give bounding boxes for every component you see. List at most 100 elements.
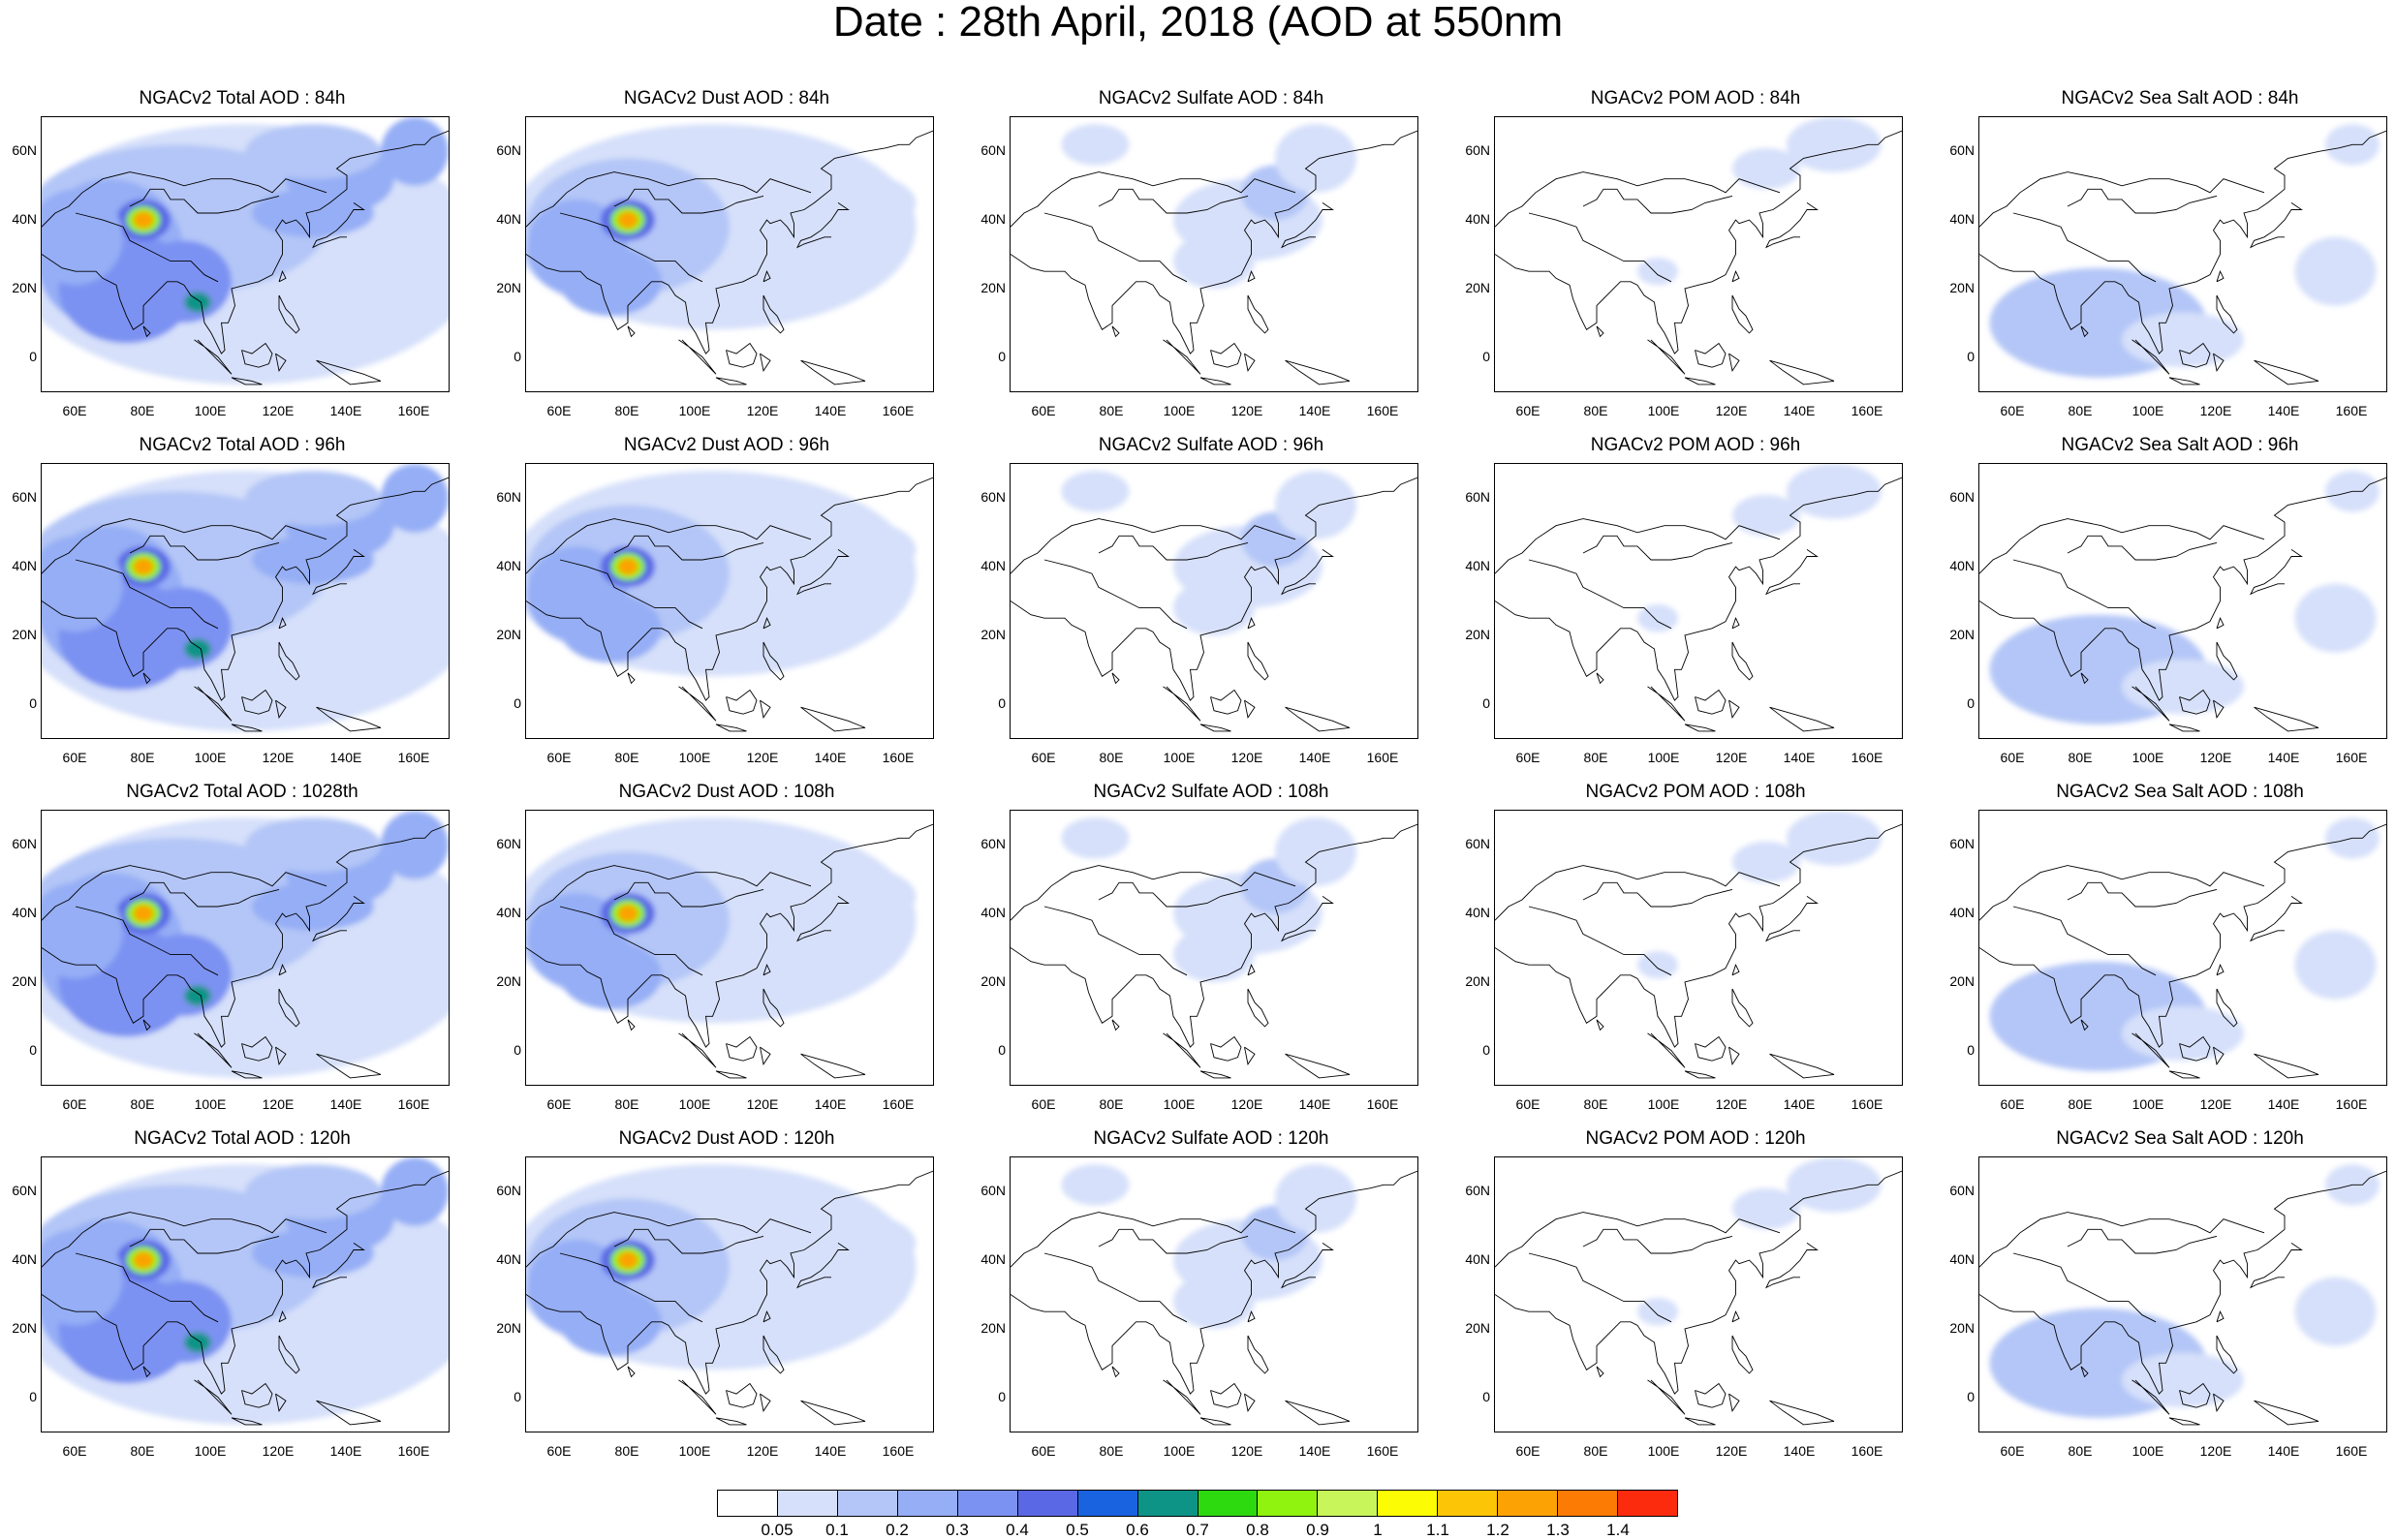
aod-field-patch [1275, 124, 1356, 193]
coastline [2080, 1019, 2089, 1032]
map-panel: NGACv2 Dust AOD : 96h 60N 40N 20N 0 60E 80E 100… [484, 434, 969, 781]
longitude-tick-label: 160E [2335, 1096, 2368, 1112]
latitude-tick-label: 0 [1482, 694, 1490, 711]
colorbar [717, 1490, 1678, 1517]
coastline [613, 188, 764, 214]
map-frame [41, 116, 450, 392]
longitude-tick-label: 140E [329, 750, 362, 765]
latitude-tick-label: 20N [1949, 972, 1975, 989]
colorbar-swatch [1077, 1491, 1138, 1516]
longitude-tick-label: 160E [1366, 1443, 1399, 1459]
coastline [1728, 353, 1740, 372]
coastline [194, 339, 233, 375]
aod-field-patch [133, 1251, 154, 1269]
longitude-tick-label: 80E [130, 750, 155, 765]
coastline [231, 1417, 263, 1426]
colorbar-swatch [1258, 1491, 1319, 1516]
aod-field-patch [560, 1287, 662, 1357]
coastline [627, 672, 636, 685]
colorbar-swatch [1498, 1491, 1559, 1516]
longitude-tick-label: 100E [1647, 1443, 1680, 1459]
longitude-tick-label: 100E [1163, 750, 1196, 765]
coastline [760, 1046, 771, 1065]
map-panel: NGACv2 Sulfate AOD : 120h 60N 40N 20N 0 60E 80… [969, 1127, 1453, 1474]
longitude-tick-label: 60E [1031, 750, 1056, 765]
coastline [1280, 202, 1334, 249]
coastline [275, 1393, 287, 1412]
coastline [526, 130, 933, 354]
coastline [1596, 325, 1604, 338]
latitude-tick-label: 20N [980, 279, 1006, 295]
coastline [1695, 1382, 1727, 1408]
longitude-tick-label: 120E [1715, 750, 1748, 765]
coastline [2168, 377, 2200, 385]
coastline [762, 988, 785, 1028]
longitude-tick-label: 140E [2267, 1096, 2300, 1112]
panel-title: NGACv2 Total AOD : 84h [139, 88, 346, 108]
coastline [1728, 1393, 1740, 1412]
longitude-tick-label: 160E [397, 750, 430, 765]
aod-field-patch [133, 905, 154, 922]
coastline [762, 1335, 785, 1374]
coastline [1247, 988, 1269, 1028]
map-svg [1979, 1164, 2386, 1426]
coastline [1247, 1310, 1256, 1323]
coastline [1011, 171, 1296, 228]
coastline [1011, 130, 1417, 354]
latitude-tick-label: 60N [12, 142, 37, 159]
coastline [1210, 1035, 1242, 1062]
coastline [1244, 1046, 1256, 1065]
coastline [278, 641, 300, 681]
longitude-tick-label: 160E [1366, 750, 1399, 765]
aod-field-patch [2294, 930, 2377, 1000]
coastline [2213, 1393, 2225, 1412]
coastline [1979, 823, 2386, 1048]
coastline [2179, 1035, 2211, 1062]
map-panel: NGACv2 POM AOD : 108h 60N 40N 20N 0 60E 80E 100… [1453, 781, 1938, 1127]
coastline [627, 325, 636, 338]
longitude-tick-label: 80E [614, 1443, 639, 1459]
coastline [526, 865, 812, 921]
longitude-tick-label: 140E [1298, 750, 1331, 765]
aod-field-patch [1637, 951, 1678, 979]
colorbar-label: 0.1 [825, 1521, 849, 1539]
latitude-tick-label: 0 [29, 348, 37, 364]
longitude-tick-label: 120E [1230, 1096, 1263, 1112]
aod-field-patch [1061, 471, 1130, 512]
colorbar-swatch [1318, 1491, 1379, 1516]
coastline [1979, 518, 2265, 574]
coastline [1528, 906, 1672, 976]
latitude-tick-label: 60N [1949, 489, 1975, 506]
coastline [311, 1243, 365, 1289]
map-panel: NGACv2 Sea Salt AOD : 96h 60N 40N 20N 0 60E 80… [1938, 434, 2396, 781]
coastline [1731, 964, 1740, 976]
aod-field-patch [560, 247, 662, 317]
map-svg [1979, 471, 2386, 732]
coastline [800, 1053, 866, 1079]
map-frame [525, 116, 934, 392]
coastline [1098, 188, 1249, 214]
latitude-tick-label: 60N [980, 1183, 1006, 1199]
coastline [2012, 1252, 2157, 1323]
longitude-tick-label: 80E [1099, 403, 1124, 418]
map-frame [1494, 1156, 1903, 1432]
longitude-tick-label: 80E [130, 1443, 155, 1459]
longitude-tick-label: 80E [130, 403, 155, 418]
colorbar-label: 0.9 [1306, 1521, 1329, 1539]
coastline [526, 518, 812, 574]
coastline [278, 988, 300, 1028]
longitude-tick-label: 160E [2335, 750, 2368, 765]
coastline [311, 896, 365, 942]
aod-field-patch [2122, 1005, 2244, 1062]
colorbar-label: 0.2 [886, 1521, 909, 1539]
map-frame [1494, 463, 1903, 739]
aod-field-patch [1732, 147, 1800, 190]
latitude-tick-label: 60N [496, 489, 521, 506]
latitude-tick-label: 0 [1482, 1041, 1490, 1058]
coastline [726, 689, 758, 715]
longitude-tick-label: 60E [62, 403, 87, 418]
longitude-tick-label: 140E [1783, 1443, 1816, 1459]
colorbar-label: 0.3 [946, 1521, 969, 1539]
longitude-tick-label: 120E [1715, 1096, 1748, 1112]
aod-field-patch [2294, 236, 2377, 306]
